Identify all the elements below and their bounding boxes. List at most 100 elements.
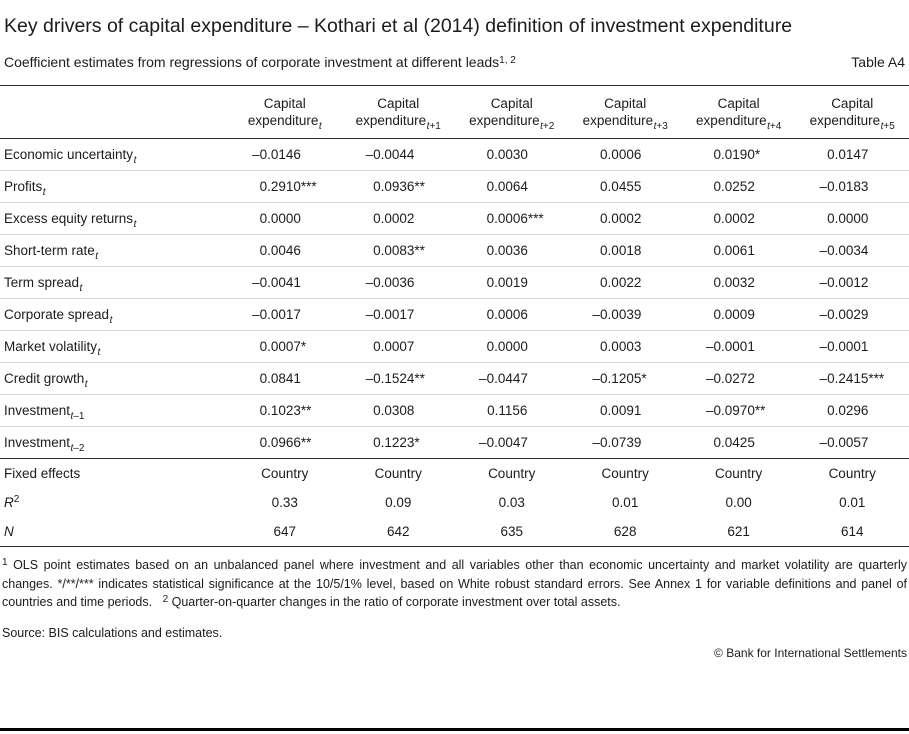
coefficient-cell: 0.1223 *	[341, 426, 455, 459]
summary-value-cell: Country	[568, 458, 682, 488]
coefficient-number: 0.0252	[713, 179, 755, 194]
coefficient-cell: 0.0455	[568, 170, 682, 203]
column-header-capital-expenditure-t: Capital expendituret	[228, 85, 342, 139]
subscript-time-index: t	[540, 120, 543, 132]
row-label-text: Investment	[4, 435, 71, 450]
coefficient-value: –0.0272	[706, 371, 772, 386]
coefficient-value: 0.0936 **	[365, 179, 431, 194]
summary-value-cell: 621	[681, 517, 796, 547]
coefficient-value: –0.0029	[819, 307, 885, 322]
coefficient-cell: 0.0009	[681, 298, 796, 331]
coefficient-value: –0.0039	[592, 307, 658, 322]
table-caption-row: Coefficient estimates from regressions o…	[4, 54, 905, 70]
subscript: t–1	[71, 411, 85, 422]
coefficient-value: 0.0190 *	[706, 147, 772, 162]
coefficient-value: –0.0001	[706, 339, 772, 354]
table-row: Excess equity returnst 0.0000 0.0002 0.0006…	[0, 202, 909, 235]
coefficient-number: 0.0936	[373, 179, 415, 194]
coefficient-number: 0.0296	[827, 403, 869, 418]
coefficient-number: 0.0966	[259, 435, 301, 450]
subtitle-footnote-marker: 1, 2	[499, 55, 516, 66]
column-header-capital-expenditure-t+5: Capital expendituret+5	[795, 85, 909, 139]
coefficient-number: 0.0000	[827, 211, 869, 226]
subscript: t	[43, 187, 46, 198]
subscript: t+2	[540, 121, 554, 132]
row-label: Term spreadt	[0, 266, 228, 299]
table-row: Profitst 0.2910 *** 0.0936 ** 0.0064 0.0455 0.0…	[0, 170, 909, 203]
coefficient-number: 0.2415	[827, 371, 869, 386]
coefficient-value: 0.0064	[479, 179, 545, 194]
minus-sign: –	[252, 307, 260, 322]
row-label: Investmentt–2	[0, 426, 228, 459]
coefficient-cell: 0.0064	[454, 170, 569, 203]
coefficient-number: 0.1223	[373, 435, 415, 450]
coefficient-number: 0.0047	[486, 435, 528, 450]
bottom-rule	[0, 728, 909, 731]
coefficient-cell: –0.0017	[341, 298, 455, 331]
row-label-text: Corporate spread	[4, 307, 110, 322]
summary-value-cell: Country	[228, 458, 342, 488]
significance-stars: **	[300, 435, 312, 450]
row-label-text: Investment	[4, 403, 71, 418]
coefficient-cell: 0.0046	[228, 234, 342, 267]
coefficient-cell: –0.0047	[454, 426, 569, 459]
coefficient-cell: 0.0006	[454, 298, 569, 331]
summary-value-cell: 0.01	[612, 495, 639, 510]
coefficient-cell: 0.0000	[454, 330, 569, 363]
summary-value-cell: 628	[568, 517, 682, 547]
row-label-text: Profits	[4, 179, 43, 194]
coefficient-number: 0.0018	[600, 243, 642, 258]
coefficient-value: 0.0083 **	[365, 243, 431, 258]
coefficient-value: 0.0000	[479, 339, 545, 354]
minus-sign: –	[819, 371, 828, 386]
coefficient-number: 0.0002	[713, 211, 755, 226]
column-header-line1: Capital	[263, 96, 306, 111]
coefficient-value: 0.0006	[592, 147, 658, 162]
coefficient-cell: 0.2910 ***	[228, 170, 342, 203]
coefficient-cell: 0.0091	[568, 394, 682, 427]
coefficient-number: 0.0022	[600, 275, 642, 290]
subscript: t	[110, 315, 113, 326]
minus-sign: –	[365, 307, 374, 322]
subscript-offset: –2	[73, 442, 85, 454]
coefficient-cell: 0.0966 **	[228, 426, 342, 459]
table-subtitle: Coefficient estimates from regressions o…	[4, 54, 516, 70]
coefficient-value: 0.0966 **	[252, 435, 318, 450]
coefficient-cell: 0.0006 ***	[454, 202, 569, 235]
coefficient-value: 0.0006	[479, 307, 545, 322]
coefficient-value: 0.0308	[365, 403, 431, 418]
significance-stars: *	[641, 371, 647, 386]
coefficient-number: 0.0036	[486, 243, 528, 258]
copyright-line: © Bank for International Settlements	[714, 645, 907, 660]
coefficient-cell: –0.0001	[681, 330, 796, 363]
coefficient-value: 0.1023 **	[252, 403, 318, 418]
significance-stars: **	[300, 403, 312, 418]
coefficient-number: 0.0006	[600, 147, 642, 162]
coefficient-value: 0.0007	[365, 339, 431, 354]
row-label-text: Short-term rate	[4, 243, 95, 258]
coefficient-value: –0.0017	[365, 307, 431, 322]
subscript-offset: +4	[769, 120, 782, 132]
column-header-line1: Capital	[717, 96, 760, 111]
column-header-line1: Capital	[831, 96, 874, 111]
coefficient-number: 0.0190	[713, 147, 755, 162]
coefficient-value: 0.0841	[252, 371, 318, 386]
table-number-label: Table A4	[851, 54, 905, 70]
significance-stars: ***	[868, 371, 885, 386]
coefficient-number: 0.0146	[259, 147, 301, 162]
summary-value-cell: Country	[454, 458, 569, 488]
row-label: Market volatilityt	[0, 330, 228, 363]
column-header-line1: Capital	[604, 96, 647, 111]
coefficient-cell: 0.0007	[341, 330, 455, 363]
minus-sign: –	[819, 243, 828, 258]
coefficient-cell: –0.2415 ***	[795, 362, 909, 395]
minus-sign: –	[365, 371, 374, 386]
coefficient-cell: 0.0036	[454, 234, 569, 267]
summary-row-label: N	[0, 517, 228, 547]
summary-value-cell: Country	[795, 458, 909, 488]
summary-row: N 647 642 635 628 621 614	[0, 517, 909, 547]
subscript-offset: –1	[73, 410, 85, 422]
subscript-time-index: t	[70, 410, 74, 422]
minus-sign: –	[819, 179, 828, 194]
column-header-line2: expendituret+3	[582, 113, 668, 132]
